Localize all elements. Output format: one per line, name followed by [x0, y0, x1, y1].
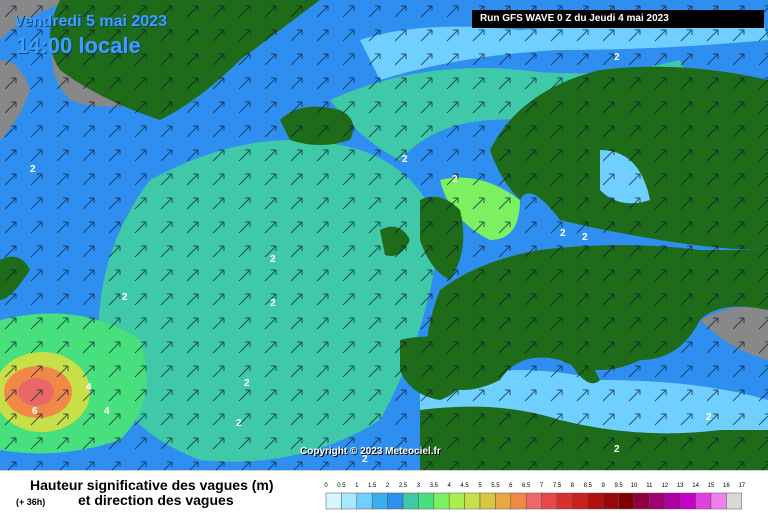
scale-label: 7.5 — [553, 483, 562, 489]
scale-swatch — [356, 492, 373, 510]
scale-label: 6 — [509, 483, 513, 489]
contour-label: 2 — [582, 232, 588, 243]
legend-footer: Hauteur significative des vagues (m) (+ … — [0, 470, 768, 513]
contour-label: 2 — [402, 154, 408, 165]
scale-label: 16 — [723, 483, 730, 489]
scale-label: 11 — [646, 483, 653, 489]
contour-label: 2 — [122, 292, 128, 303]
copyright: Copyright © 2023 Meteociel.fr — [300, 446, 441, 457]
wave-map: 2 2 2 2 2 2 2 2 2 2 2 2 4 4 6 2 2 — [0, 0, 768, 470]
scale-label: 6.5 — [522, 483, 531, 489]
scale-swatch — [402, 492, 419, 510]
scale-label: 12 — [661, 483, 668, 489]
contour-label: 4 — [104, 406, 110, 417]
scale-label: 0.5 — [337, 483, 346, 489]
scale-swatch — [602, 492, 619, 510]
scale-swatch — [679, 492, 696, 510]
scale-swatch — [572, 492, 589, 510]
scale-label: 3.5 — [430, 483, 439, 489]
scale-swatch — [495, 492, 512, 510]
contour-label: 2 — [706, 412, 712, 423]
contour-label: 2 — [270, 298, 276, 309]
contour-label: 2 — [452, 174, 458, 185]
contour-label: 2 — [362, 454, 368, 465]
scale-swatch — [618, 492, 635, 510]
scale-swatch — [371, 492, 388, 510]
scale-swatch — [448, 492, 465, 510]
scale-swatch — [695, 492, 712, 510]
scale-label: 3 — [417, 483, 421, 489]
scale-swatch — [418, 492, 435, 510]
scale-label: 5.5 — [491, 483, 500, 489]
scale-label: 0 — [324, 483, 328, 489]
run-info: Run GFS WAVE 0 Z du Jeudi 4 mai 2023 — [472, 10, 764, 28]
scale-label: 14 — [692, 483, 699, 489]
scale-label: 15 — [708, 483, 715, 489]
wave-direction-arrows — [0, 0, 768, 470]
scale-label: 9 — [602, 483, 606, 489]
scale-label: 8 — [571, 483, 575, 489]
scale-label: 1 — [355, 483, 359, 489]
contour-label: 2 — [614, 444, 620, 455]
contour-label: 2 — [30, 164, 36, 175]
scale-swatch — [541, 492, 558, 510]
contour-label: 4 — [86, 382, 92, 393]
scale-swatch — [556, 492, 573, 510]
contour-label: 2 — [614, 52, 620, 63]
scale-swatch — [649, 492, 666, 510]
contour-label: 6 — [32, 406, 38, 417]
legend-lead-time: (+ 36h) — [16, 497, 46, 507]
legend-subtitle: et direction des vagues — [78, 492, 234, 508]
scale-swatch — [726, 492, 743, 510]
scale-label: 2.5 — [399, 483, 408, 489]
forecast-time: 14:00 locale — [16, 33, 141, 58]
scale-label: 2 — [386, 483, 390, 489]
scale-swatch — [510, 492, 527, 510]
contour-label: 2 — [236, 418, 242, 429]
scale-swatch — [433, 492, 450, 510]
scale-swatch — [525, 492, 542, 510]
scale-swatch — [464, 492, 481, 510]
contour-label: 2 — [560, 228, 566, 239]
contour-label: 2 — [270, 254, 276, 265]
contour-label: 2 — [244, 378, 250, 389]
scale-swatch — [633, 492, 650, 510]
scale-label: 10 — [631, 483, 638, 489]
scale-label: 4 — [448, 483, 452, 489]
scale-swatch — [387, 492, 404, 510]
contour-labels: 2 2 2 2 2 2 2 2 2 2 2 2 4 4 6 2 2 — [30, 52, 712, 465]
color-scale: 0 0.5 1 1.5 2 2.5 3 3.5 4 4.5 5 5.5 6 6.5 7 7.5 8 8.5 9 9.5… — [324, 483, 746, 510]
scale-label: 9.5 — [614, 483, 623, 489]
scale-label: 7 — [540, 483, 544, 489]
scale-label: 17 — [738, 483, 745, 489]
scale-swatch — [710, 492, 727, 510]
scale-swatch — [479, 492, 496, 510]
forecast-date: Vendredi 5 mai 2023 — [14, 13, 167, 30]
scale-label: 8.5 — [584, 483, 593, 489]
scale-label: 4.5 — [460, 483, 469, 489]
scale-swatch — [341, 492, 358, 510]
scale-label: 1.5 — [368, 483, 377, 489]
scale-swatch — [664, 492, 681, 510]
scale-label: 5 — [478, 483, 482, 489]
scale-swatch — [587, 492, 604, 510]
scale-swatch — [325, 492, 342, 510]
legend-title: Hauteur significative des vagues (m) — [30, 477, 274, 493]
scale-label: 13 — [677, 483, 684, 489]
